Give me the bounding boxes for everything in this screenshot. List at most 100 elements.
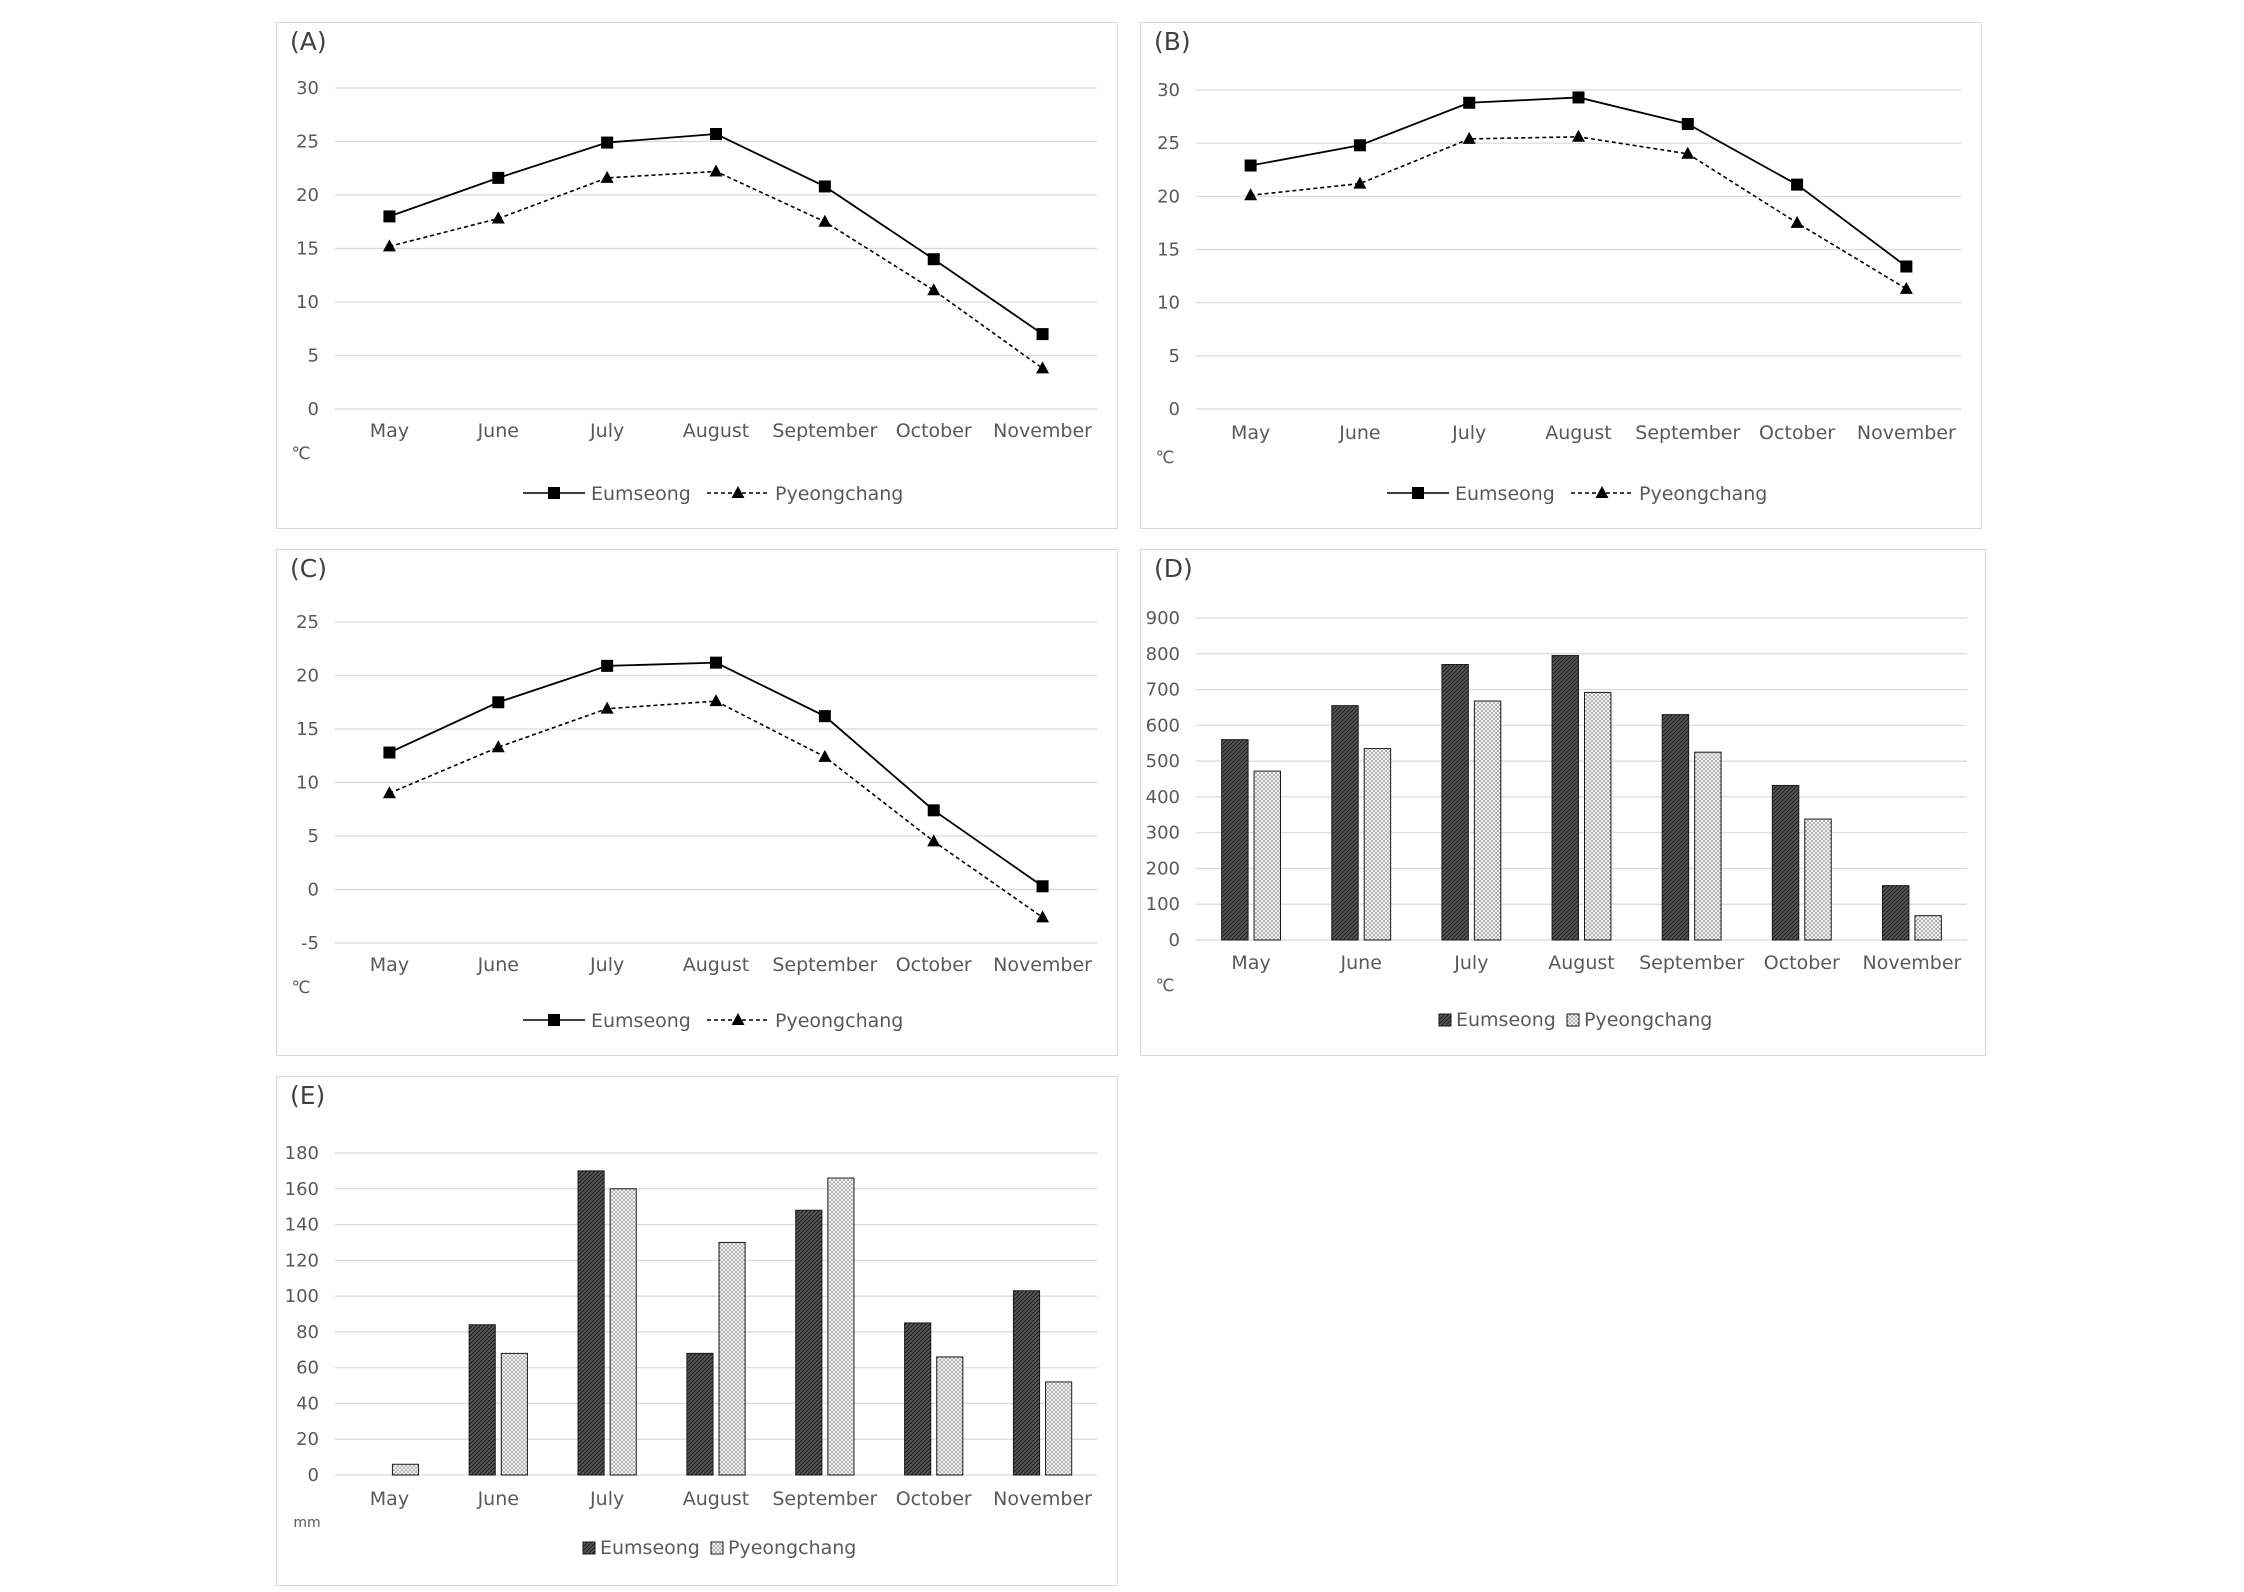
data-point-pyeongchang [491,211,505,224]
data-point-pyeongchang [382,786,396,799]
bar-eumseong [1331,705,1359,941]
bar-pyeongchang [391,1463,420,1476]
x-tick-label: May [370,954,409,976]
x-tick-label: May [370,1488,409,1510]
data-point-pyeongchang [1790,215,1804,228]
bar-eumseong [1551,655,1579,941]
x-tick-label: October [896,1488,972,1510]
unit-label: ℃ [1155,976,1174,996]
legend-label: Pyeongchang [1639,483,1767,505]
data-point-pyeongchang [1681,146,1695,159]
data-point-eumseong [1036,880,1049,893]
data-point-pyeongchang [1353,176,1367,189]
chart-panel-e: (E) 0 20 40 60 80 100 120 140 160 180 May June July A… [276,1076,1118,1586]
data-point-pyeongchang [1572,129,1585,142]
legend-marker [731,1013,745,1025]
chart-b-svg: 0 5 10 15 20 25 30 May June July August September Oc… [1155,80,1961,505]
x-tick-label: November [1857,422,1956,444]
x-tick-label: October [896,420,972,442]
legend-label: Eumseong [1456,1009,1556,1031]
y-tick-label: 15 [296,719,319,740]
chart-c-svg: -5 0 5 10 15 20 25 May June July August September Oc… [291,612,1097,1032]
y-tick-label: 120 [285,1250,319,1271]
y-tick-label: 160 [285,1179,319,1200]
x-tick-label: October [1764,952,1840,974]
legend-marker [731,486,745,498]
y-tick-label: 900 [1146,608,1180,629]
x-tick-label: October [896,954,972,976]
legend-marker [1412,487,1424,499]
bar-pyeongchang [936,1356,964,1476]
panel-label: (D) [1154,554,1193,583]
data-point-eumseong [1572,91,1585,104]
panel-label: (C) [290,554,327,583]
data-point-pyeongchang [600,701,614,714]
data-point-eumseong [1353,139,1366,152]
data-point-pyeongchang [491,740,505,753]
data-point-eumseong [1244,159,1257,172]
bar-eumseong [1881,885,1910,941]
x-tick-label: November [1863,952,1962,974]
x-tick-label: May [1231,952,1270,974]
y-tick-label: 140 [285,1215,319,1236]
series-line-eumseong [1250,96,1907,268]
data-point-eumseong [927,253,940,266]
x-tick-label: June [477,954,519,976]
y-tick-label: -5 [301,933,319,954]
unit-label: ℃ [291,444,310,464]
legend-swatch [710,1541,724,1555]
legend-label: Eumseong [600,1537,700,1559]
bar-pyeongchang [1363,748,1392,941]
y-tick-label: 60 [296,1358,319,1379]
y-tick-label: 20 [296,1429,319,1450]
y-tick-label: 20 [1157,186,1180,207]
y-tick-label: 25 [296,132,319,153]
legend-label: Eumseong [591,1010,691,1032]
y-tick-label: 100 [1146,894,1180,915]
chart-panel-c: (C) -5 0 5 10 15 20 25 May June July August Septemb… [276,549,1118,1056]
legend-swatch [582,1541,596,1555]
data-point-eumseong [492,696,505,709]
data-point-eumseong [492,171,505,184]
bar-pyeongchang [609,1188,637,1476]
panel-label: (A) [290,27,327,56]
chart-a-svg: 0 5 10 15 20 25 30 May June July August September Oc… [291,78,1097,505]
x-tick-label: September [772,954,877,976]
y-tick-label: 0 [308,399,319,420]
bar-eumseong [1441,664,1469,941]
bar-pyeongchang [500,1352,528,1476]
x-tick-label: October [1759,422,1835,444]
x-tick-label: May [1231,422,1270,444]
data-point-pyeongchang [1244,188,1258,201]
legend-marker [1595,486,1609,498]
x-tick-label: June [477,420,519,442]
y-tick-label: 300 [1146,823,1180,844]
y-tick-label: 15 [1157,240,1180,261]
bar-eumseong [686,1352,714,1476]
x-tick-label: June [1338,422,1380,444]
bar-pyeongchang [1473,700,1502,941]
bar-eumseong [904,1322,932,1476]
x-tick-label: September [1639,952,1744,974]
x-tick-label: August [683,954,750,976]
data-point-pyeongchang [1036,361,1050,374]
bar-eumseong [1221,739,1249,941]
data-point-eumseong [383,210,396,223]
y-tick-label: 600 [1146,715,1180,736]
y-tick-label: 5 [1169,346,1180,367]
data-point-pyeongchang [818,749,832,762]
data-point-eumseong [601,659,614,672]
x-tick-label: August [683,420,750,442]
data-point-eumseong [818,710,831,723]
x-tick-label: September [1635,422,1740,444]
y-tick-label: 25 [1157,133,1180,154]
data-point-eumseong [601,136,614,149]
bar-pyeongchang [1584,691,1612,941]
bar-eumseong [1661,714,1690,941]
x-tick-label: August [1545,422,1612,444]
y-tick-label: 500 [1146,751,1180,772]
legend-label: Pyeongchang [775,483,903,505]
legend-marker [548,1014,560,1026]
y-tick-label: 100 [285,1286,319,1307]
y-tick-label: 15 [296,239,319,260]
